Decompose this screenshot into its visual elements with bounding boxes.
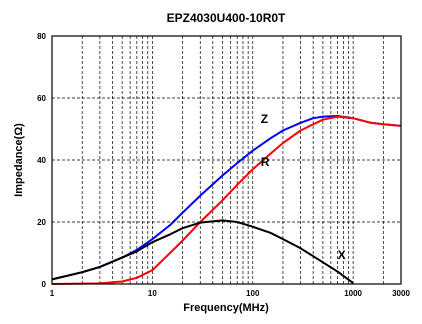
series-label-r: R	[261, 155, 270, 169]
y-tick-label: 0	[42, 280, 47, 289]
series-lines	[51, 115, 402, 285]
series-label-z: Z	[261, 112, 268, 126]
x-tick-label: 1	[50, 289, 55, 298]
series-labels: Z R X	[261, 112, 346, 262]
series-line-x	[51, 219, 354, 284]
series-line-r	[51, 115, 402, 285]
tick-labels: 1 10 100 1000 3000 0 20 40 60 80	[37, 32, 410, 298]
y-tick-label: 40	[37, 156, 46, 165]
y-tick-label: 20	[37, 218, 46, 227]
x-tick-label: 1000	[344, 289, 362, 298]
y-axis-label: Impedance(Ω)	[13, 123, 25, 197]
x-tick-label: 3000	[392, 289, 410, 298]
x-axis-label: Frequency(MHz)	[183, 302, 269, 314]
plot-frame	[51, 35, 402, 285]
y-tick-label: 80	[37, 32, 46, 41]
x-tick-label: 10	[148, 289, 157, 298]
grid	[52, 36, 401, 284]
chart-title: EPZ4030U400-10R0T	[167, 11, 286, 25]
series-label-x: X	[338, 248, 346, 262]
y-tick-label: 60	[37, 94, 46, 103]
x-tick-label: 100	[246, 289, 260, 298]
